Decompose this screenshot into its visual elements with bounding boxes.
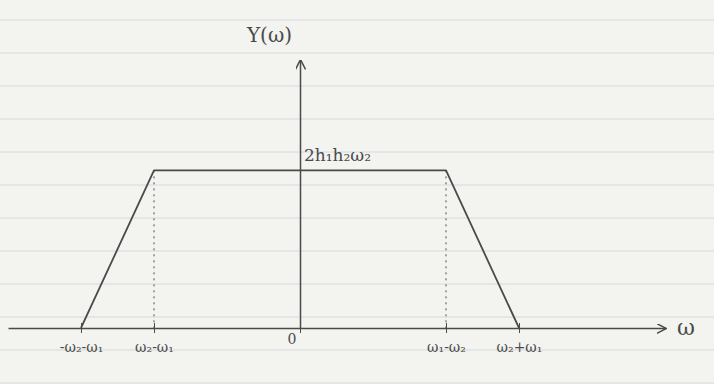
paper-line [0,284,714,285]
x-tick-label: -ω₂-ω₁ [60,339,104,355]
plot-area [81,170,519,328]
y-axis-line [300,61,302,329]
paper-line [0,317,714,318]
paper-line [0,383,714,384]
drop-line [446,170,447,328]
paper-line [0,218,714,219]
x-axis-title: ω [677,315,695,340]
paper-line [0,350,714,351]
y-axis-title: Y(ω) [246,23,292,47]
x-tick: ω₁-ω₂ [427,323,466,355]
paper-line [0,251,714,252]
paper-lines [0,20,714,383]
x-axis-line [9,328,666,330]
y-tick-label: 2h₁h₂ω₂ [304,145,371,165]
series-line [81,170,519,328]
x-tick: 0 [288,323,301,347]
paper-line [0,20,714,21]
x-tick-label: ω₁-ω₂ [427,339,466,355]
x-tick-mark [446,323,447,333]
paper-line [0,119,714,120]
drop-line [154,170,155,328]
paper-line [0,185,714,186]
x-tick-mark [519,323,520,333]
y-tick: 2h₁h₂ω₂ [300,145,371,171]
paper-line [0,86,714,87]
x-tick: ω₂-ω₁ [135,323,174,355]
x-tick-mark [154,323,155,333]
x-tick-label: ω₂+ω₁ [497,339,543,355]
x-axis: -ω₂-ω₁ ω₂-ω₁ 0 ω₁-ω₂ ω₂+ω₁ [9,323,666,355]
y-axis: 2h₁h₂ω₂ [300,61,371,329]
x-tick: ω₂+ω₁ [497,323,543,355]
x-tick-label: 0 [288,331,297,347]
paper-line [0,53,714,54]
x-tick-label: ω₂-ω₁ [135,339,174,355]
chart: -ω₂-ω₁ ω₂-ω₁ 0 ω₁-ω₂ ω₂+ω₁ 2h₁h₂ω₂ Y(ω) ω [0,0,714,384]
